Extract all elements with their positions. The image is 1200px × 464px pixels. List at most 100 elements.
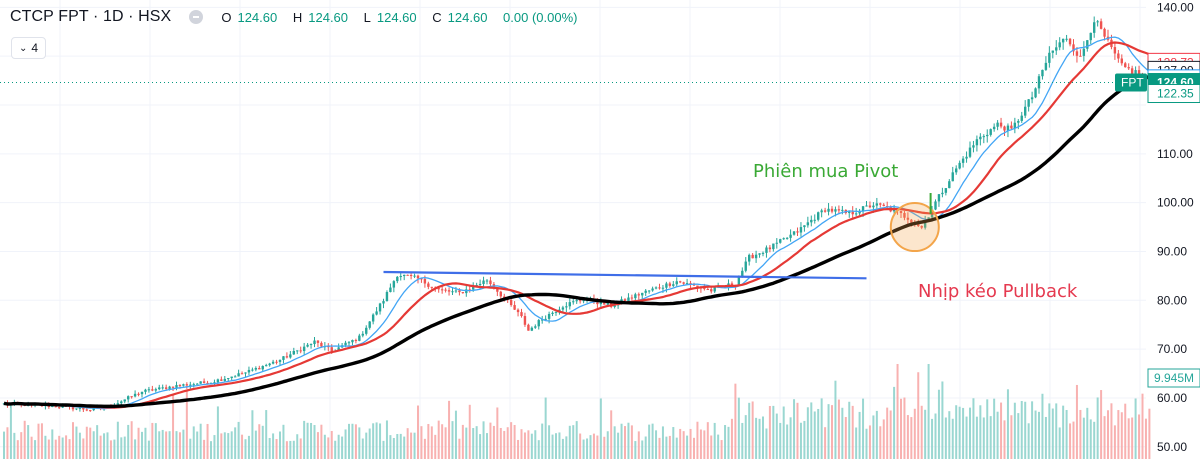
volume-bar — [975, 416, 978, 459]
candle-body — [227, 378, 230, 380]
candle-body — [127, 396, 130, 400]
volume-bar — [134, 439, 137, 459]
volume-bar — [1117, 410, 1120, 459]
candle-body — [399, 276, 402, 278]
volume-bar — [78, 432, 81, 459]
candle-body — [278, 359, 282, 362]
volume-bar — [203, 439, 206, 459]
candle-body — [1072, 44, 1075, 52]
volume-bar — [206, 423, 209, 459]
volume-bar — [458, 438, 461, 459]
candle-body — [696, 285, 699, 288]
candle-body — [537, 320, 540, 327]
candle-body — [1086, 40, 1089, 49]
volume-bar — [1127, 418, 1130, 459]
volume-bar — [1000, 402, 1003, 459]
volume-bar — [1031, 401, 1034, 459]
candle-body — [51, 405, 54, 407]
volume-bar — [661, 426, 664, 459]
candle-body — [561, 307, 565, 310]
candle-body — [661, 287, 665, 289]
volume-bar — [1065, 410, 1068, 459]
candle-body — [854, 213, 858, 215]
resistance-trendline — [383, 270, 867, 280]
candle-body — [382, 301, 385, 304]
volume-bar — [265, 410, 268, 459]
candle-body — [78, 407, 82, 409]
symbol-title[interactable]: CTCP FPT · 1D · HSX — [10, 8, 172, 25]
candle-body — [130, 396, 133, 398]
volume-bar — [703, 430, 706, 459]
volume-bar — [372, 423, 375, 459]
y-tick-label: 70.00 — [1157, 342, 1187, 356]
volume-bar — [289, 440, 292, 459]
volume-bar — [216, 406, 219, 459]
volume-bar — [779, 422, 782, 459]
candle-body — [968, 147, 972, 157]
volume-bar — [492, 425, 495, 459]
volume-bar — [675, 437, 678, 459]
volume-bar — [272, 433, 275, 459]
candle-body — [416, 275, 420, 279]
candle-body — [751, 254, 754, 259]
volume-bar — [996, 411, 999, 459]
candle-body — [516, 309, 520, 313]
volume-bar — [292, 440, 295, 459]
volume-bar — [617, 432, 620, 459]
volume-bar — [868, 425, 871, 459]
volume-bar — [420, 426, 423, 459]
candle-body — [327, 346, 330, 348]
volume-bar — [1055, 403, 1058, 459]
candle-body — [140, 391, 144, 395]
candle-body — [440, 289, 444, 291]
candle-body — [161, 387, 164, 389]
candle-body — [999, 122, 1003, 127]
volume-bar — [130, 421, 133, 459]
candle-body — [672, 284, 675, 286]
volume-bar — [717, 434, 720, 459]
volume-bar — [1024, 401, 1027, 459]
volume-bar — [786, 424, 789, 459]
volume-bar — [906, 415, 909, 459]
candle-body — [240, 373, 244, 375]
candle-body — [879, 203, 882, 205]
ma-line-50 — [3, 74, 1150, 408]
volume-bar — [765, 428, 768, 459]
volume-bar — [127, 424, 130, 459]
candle-body — [1017, 120, 1020, 123]
candle-body — [961, 158, 965, 163]
candle-body — [178, 385, 182, 387]
volume-bar — [941, 381, 944, 459]
indicators-toggle-button[interactable]: ⌄ 4 — [11, 37, 46, 59]
candle-body — [254, 367, 258, 370]
volume-bar — [1038, 411, 1040, 459]
volume-bar — [461, 424, 464, 459]
candle-body — [237, 373, 240, 377]
volume-bar — [348, 423, 350, 459]
volume-bar — [472, 428, 475, 459]
candle-body — [903, 213, 906, 218]
candle-body — [641, 292, 644, 296]
candle-body — [1041, 69, 1044, 77]
volume-bar — [392, 438, 395, 459]
candle-body — [1003, 126, 1006, 131]
candle-body — [748, 254, 751, 262]
volume-bar — [741, 422, 744, 459]
volume-bar — [699, 429, 702, 459]
collapse-icon[interactable] — [189, 10, 204, 24]
volume-bar — [430, 426, 433, 459]
candle-body — [813, 219, 816, 221]
candle-body — [320, 342, 323, 347]
volume-bar — [423, 438, 426, 459]
candle-body — [775, 242, 778, 244]
candle-body — [596, 302, 599, 305]
volume-bar — [579, 433, 582, 459]
candle-body — [365, 327, 368, 334]
y-tick-label: 50.00 — [1157, 440, 1187, 454]
candle-body — [937, 194, 941, 202]
candle-body — [910, 219, 913, 223]
candle-body — [137, 393, 140, 395]
candle-body — [906, 217, 910, 220]
